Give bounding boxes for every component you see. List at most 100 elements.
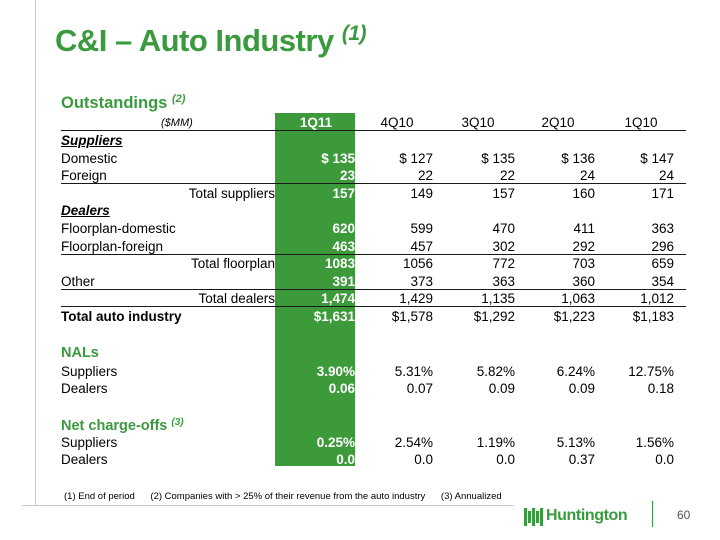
- table-cell: 23: [339, 168, 355, 184]
- table-row: Total floorplan 1083 1056 772 703 659: [61, 254, 686, 272]
- section-heading-row: NALs: [61, 343, 686, 361]
- table-cell: 12.75%: [628, 363, 674, 379]
- table-cell: 22: [417, 168, 433, 184]
- table-cell: 391: [332, 273, 355, 289]
- table-cell: 0.0: [496, 452, 515, 468]
- table-cell: 2.54%: [394, 434, 433, 450]
- table-cell: 160: [572, 185, 595, 201]
- table-cell: 292: [572, 238, 595, 254]
- section-heading: NALs: [61, 344, 99, 361]
- table-row: Floorplan-foreign 463 457 302 292 296: [61, 237, 686, 255]
- table-cell: 149: [410, 185, 433, 201]
- table-row: Dealers: [61, 201, 686, 219]
- table-cell: 1,474: [321, 291, 355, 307]
- row-label: Floorplan-foreign: [61, 238, 164, 254]
- table-cell: 0.0: [336, 452, 355, 468]
- row-label: Domestic: [61, 150, 118, 166]
- row-label: Suppliers: [61, 363, 118, 379]
- table-cell: 363: [492, 273, 515, 289]
- table-row: Suppliers 3.90% 5.31% 5.82% 6.24% 12.75%: [61, 362, 686, 380]
- row-label: Suppliers: [61, 434, 118, 450]
- column-header: 1Q11: [299, 115, 333, 130]
- table-cell: 0.09: [568, 381, 595, 397]
- table-cell: $ 135: [321, 150, 355, 166]
- section-heading-row: Net charge-offs (3): [61, 415, 686, 434]
- table-cell: 5.13%: [556, 434, 595, 450]
- column-header: 4Q10: [380, 115, 414, 130]
- row-label: Total dealers: [198, 291, 275, 307]
- table-cell: $ 127: [399, 150, 433, 166]
- table-row: Domestic $ 135 $ 127 $ 135 $ 136 $ 147: [61, 149, 686, 167]
- table-row: Floorplan-domestic 620 599 470 411 363: [61, 219, 686, 237]
- row-label: Dealers: [61, 452, 108, 468]
- table-cell: 24: [658, 168, 674, 184]
- table-row: Total suppliers 157 149 157 160 171: [61, 184, 686, 202]
- table-cell: 6.24%: [556, 363, 595, 379]
- table-row: Dealers 0.0 0.0 0.0 0.37 0.0: [61, 450, 686, 468]
- table-cell: $ 135: [481, 150, 515, 166]
- table-cell: 0.07: [406, 381, 433, 397]
- units-label: ($MM): [161, 117, 193, 129]
- footnote-1: (1) End of period: [64, 491, 135, 502]
- row-label: Foreign: [61, 168, 107, 184]
- table-row: Suppliers 0.25% 2.54% 1.19% 5.13% 1.56%: [61, 433, 686, 451]
- table-cell: 0.0: [655, 452, 674, 468]
- column-header: 3Q10: [461, 115, 495, 130]
- table-cell: 1,429: [399, 291, 433, 307]
- table-cell: 24: [579, 168, 595, 184]
- table-cell: 1,063: [561, 291, 595, 307]
- table-cell: 772: [492, 256, 515, 272]
- footnote-2: (2) Companies with > 25% of their revenu…: [150, 491, 426, 502]
- table-row: Foreign 23 22 22 24 24: [61, 166, 686, 185]
- table-cell: 1083: [324, 256, 355, 272]
- row-label: Other: [61, 273, 95, 289]
- section-heading: Net charge-offs (3): [61, 416, 184, 434]
- table-cell: $1,223: [553, 309, 595, 324]
- table-cell: 0.09: [488, 381, 515, 397]
- table-cell: 411: [573, 221, 595, 236]
- table-cell: 0.0: [414, 452, 433, 468]
- slide-title: C&I – Auto Industry (1): [55, 22, 367, 58]
- table-cell: 363: [651, 221, 674, 236]
- table-row: Suppliers: [61, 131, 686, 149]
- table-cell: 360: [572, 273, 595, 289]
- table-cell: 354: [651, 273, 674, 289]
- row-label: Dealers: [61, 381, 108, 397]
- table-row: Dealers 0.06 0.07 0.09 0.09 0.18: [61, 379, 686, 397]
- footer-divider: [652, 501, 653, 527]
- table-cell: 0.06: [328, 381, 355, 397]
- table-cell: $1,292: [473, 309, 515, 324]
- table-cell: $1,578: [391, 309, 433, 324]
- table-cell: 1.56%: [635, 434, 674, 450]
- table-cell: $ 136: [561, 150, 595, 166]
- table-cell: 659: [651, 256, 674, 272]
- footnote-3: (3) Annualized: [440, 491, 502, 502]
- row-label: Suppliers: [61, 133, 123, 148]
- logo-text: Huntington: [546, 507, 628, 524]
- table-cell: 373: [410, 273, 433, 289]
- table-cell: 703: [572, 256, 595, 272]
- section-subtitle: Outstandings (2): [61, 93, 186, 112]
- table-cell: 1,135: [481, 291, 515, 307]
- table-cell: 302: [492, 238, 515, 254]
- table-cell: 1.19%: [476, 434, 515, 450]
- table-cell: $1,631: [313, 309, 355, 324]
- table-header-row: ($MM) 1Q11 4Q10 3Q10 2Q10 1Q10: [61, 113, 686, 131]
- footnotes: (1) End of period (2) Companies with > 2…: [64, 491, 515, 502]
- table-cell: 457: [410, 238, 433, 254]
- table-cell: 296: [651, 238, 674, 254]
- table-cell: 0.18: [647, 381, 674, 397]
- table-cell: 5.31%: [394, 363, 433, 379]
- table-cell: 157: [332, 185, 355, 201]
- table-cell: 599: [410, 221, 433, 236]
- page-number: 60: [677, 508, 691, 522]
- table-cell: $1,183: [632, 309, 674, 324]
- huntington-logo-icon: [524, 508, 544, 526]
- column-header: 2Q10: [541, 115, 575, 130]
- table-cell: 1,012: [640, 291, 674, 307]
- table-cell: 171: [651, 185, 674, 201]
- decorative-frame-left: [22, 0, 36, 506]
- column-header: 1Q10: [624, 115, 658, 130]
- table-cell: 0.37: [568, 452, 595, 468]
- table-cell: 22: [499, 168, 515, 184]
